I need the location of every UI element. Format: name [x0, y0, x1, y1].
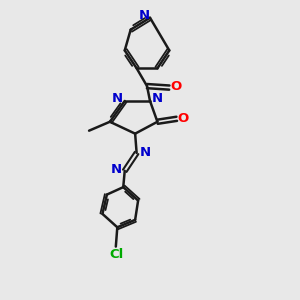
Text: N: N [139, 9, 150, 22]
Text: O: O [178, 112, 189, 125]
Text: O: O [170, 80, 182, 93]
Text: Cl: Cl [110, 248, 124, 261]
Text: N: N [111, 164, 122, 176]
Text: N: N [152, 92, 163, 105]
Text: N: N [112, 92, 123, 105]
Text: N: N [140, 146, 151, 159]
